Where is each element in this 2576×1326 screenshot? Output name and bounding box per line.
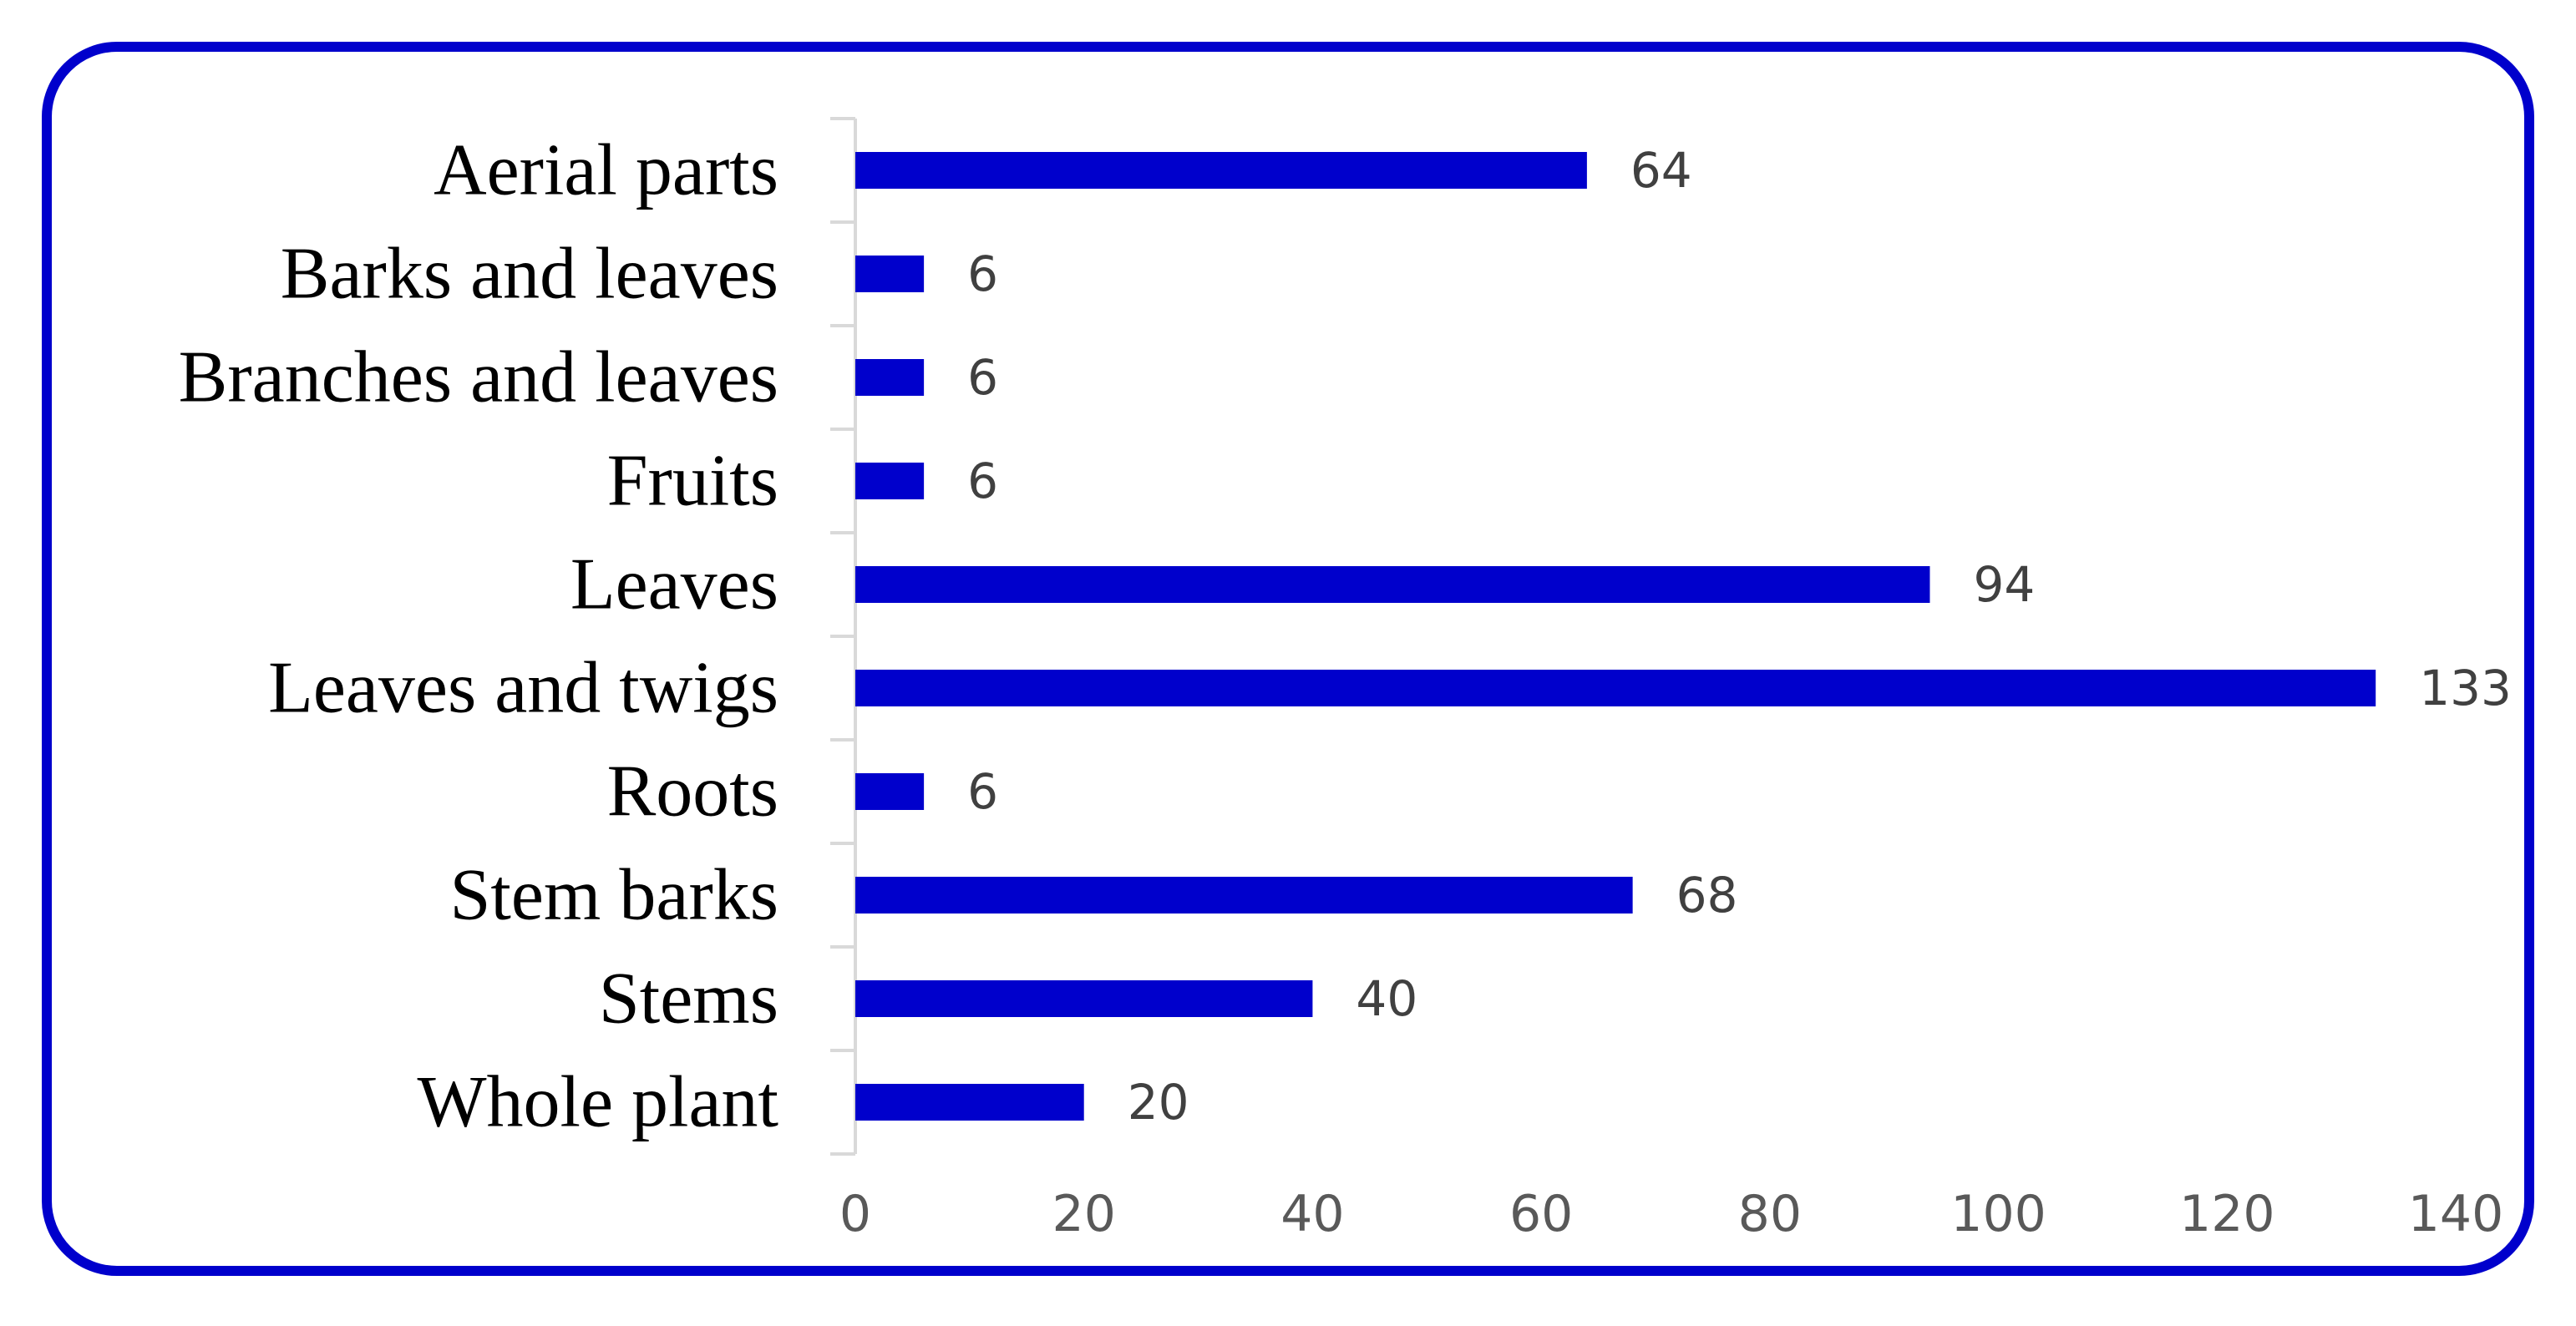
x-tick-label: 40	[1280, 1185, 1344, 1243]
bar	[855, 152, 1587, 189]
category-label: Whole plant	[417, 1062, 778, 1143]
x-tick-label: 100	[1950, 1185, 2046, 1243]
data-label: 133	[2419, 660, 2512, 716]
category-label: Fruits	[607, 441, 778, 522]
category-label: Leaves and twigs	[268, 648, 778, 729]
bar	[855, 256, 925, 292]
bar	[855, 463, 925, 499]
x-tick-label: 140	[2408, 1185, 2504, 1243]
x-tick-label: 0	[839, 1185, 871, 1243]
x-tick-label: 20	[1052, 1185, 1116, 1243]
x-tick-label: 80	[1738, 1185, 1802, 1243]
category-labels: Aerial parts Barks and leaves Branches and…	[179, 130, 778, 1143]
category-label: Branches and leaves	[179, 337, 778, 418]
data-label: 6	[967, 763, 998, 820]
category-label: Aerial parts	[434, 130, 778, 211]
bar	[855, 773, 925, 810]
category-label: Roots	[607, 752, 778, 833]
bars	[855, 152, 2376, 1121]
x-axis-ticks: 0 20 40 60 80 100 120 140	[839, 1185, 2503, 1243]
category-label: Leaves	[570, 544, 778, 625]
bar	[855, 670, 2376, 706]
bar	[855, 980, 1313, 1017]
category-label: Stem barks	[449, 855, 778, 936]
chart-frame	[42, 42, 2534, 1276]
data-label: 6	[967, 245, 998, 302]
bar	[855, 566, 1930, 603]
data-label: 6	[967, 349, 998, 406]
value-labels: 64 6 6 6 94 133 6 68 40 20	[967, 142, 2512, 1131]
data-label: 6	[967, 453, 998, 509]
y-axis	[830, 117, 857, 1156]
data-label: 40	[1356, 970, 1417, 1027]
x-tick-label: 60	[1509, 1185, 1573, 1243]
data-label: 64	[1630, 142, 1692, 199]
bar	[855, 1084, 1084, 1121]
data-label: 20	[1128, 1074, 1189, 1131]
category-label: Barks and leaves	[281, 234, 778, 315]
category-label: Stems	[599, 959, 778, 1040]
data-label: 68	[1676, 867, 1738, 924]
bar	[855, 877, 1633, 914]
data-label: 94	[1973, 556, 2035, 613]
bar	[855, 359, 925, 396]
x-tick-label: 120	[2179, 1185, 2275, 1243]
